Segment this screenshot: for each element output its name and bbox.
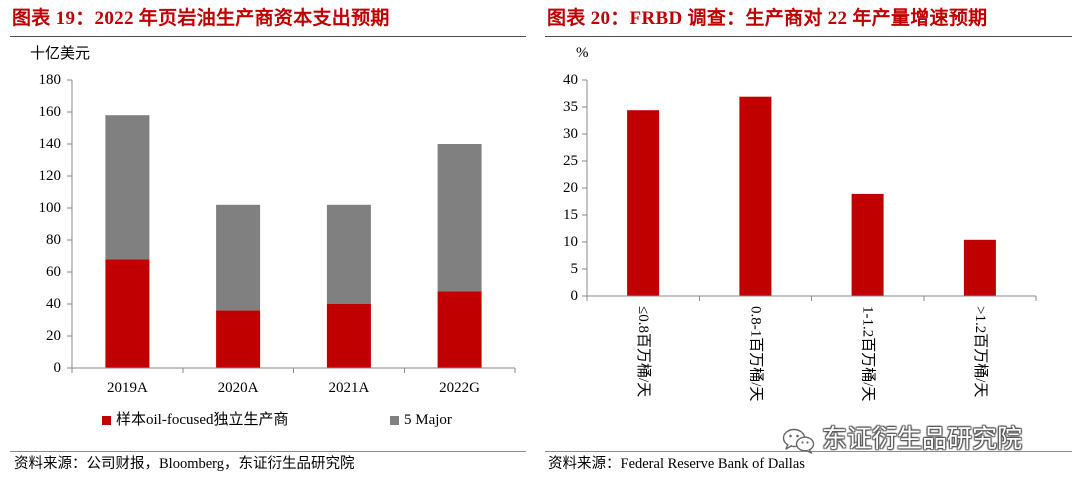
- y-tick-label: 120: [39, 168, 62, 184]
- y-tick-label: 25: [563, 153, 578, 169]
- left-source-rule: [10, 451, 526, 452]
- right-source-note: 资料来源：Federal Reserve Bank of Dallas: [548, 456, 805, 472]
- y-tick-label: 140: [39, 136, 62, 152]
- y-tick-label: 5: [571, 261, 579, 277]
- y-tick-label: 30: [563, 126, 578, 142]
- bar: [739, 96, 772, 296]
- production-growth-bar-chart: ≤0.8百万桶/天 0.8-1百万桶/天 1-1.2百万桶/天 >1.2百万桶/天 0 5…: [563, 72, 1037, 401]
- legend-swatch-5-major: [390, 416, 399, 425]
- stacked-bar-segment-series-2: [216, 204, 261, 311]
- x-tick-label: 0.8-1百万桶/天: [747, 306, 764, 401]
- left-source-note: 资料来源：公司财报，Bloomberg，东证衍生品研究院: [14, 456, 355, 472]
- stacked-bar-segment-series-1: [216, 310, 261, 368]
- legend-label-independent-producers: 样本oil-focused独立生产商: [116, 412, 289, 428]
- left-y-unit-label: 十亿美元: [30, 46, 91, 62]
- bar: [963, 239, 996, 296]
- x-tick-label: 2019A: [107, 380, 148, 396]
- y-tick-label: 160: [39, 104, 62, 120]
- x-tick-label: 2021A: [328, 380, 369, 396]
- wechat-icon: [782, 428, 815, 454]
- x-tick-label: 2020A: [218, 380, 259, 396]
- legend-swatch-independent-producers: [102, 416, 111, 425]
- y-tick-label: 35: [563, 99, 578, 115]
- x-tick-label: ≤0.8百万桶/天: [635, 306, 652, 397]
- y-tick-label: 80: [46, 232, 61, 248]
- stacked-bar-segment-series-2: [437, 144, 482, 292]
- bar: [627, 110, 660, 296]
- watermark: 东证衍生品研究院: [780, 424, 1050, 456]
- y-tick-label: 10: [563, 234, 578, 250]
- y-tick-label: 60: [46, 264, 61, 280]
- stacked-bar-segment-series-1: [105, 259, 150, 368]
- stacked-bar-segment-series-1: [437, 291, 482, 368]
- left-title-rule: [10, 36, 526, 37]
- watermark-text: 东证衍生品研究院: [822, 424, 1023, 453]
- stacked-bar-segment-series-2: [105, 115, 150, 260]
- stacked-bar-segment-series-1: [326, 304, 371, 368]
- x-tick-label: 2022G: [439, 380, 480, 396]
- y-tick-label: 40: [46, 296, 61, 312]
- y-tick-label: 20: [563, 180, 578, 196]
- left-chart-title: 图表 19：2022 年页岩油生产商资本支出预期: [12, 8, 390, 29]
- right-y-unit-label: %: [576, 45, 589, 61]
- y-tick-label: 180: [39, 72, 62, 88]
- bar: [851, 193, 884, 296]
- x-tick-label: >1.2百万桶/天: [972, 306, 989, 397]
- x-tick-label: 1-1.2百万桶/天: [860, 306, 877, 401]
- y-tick-label: 20: [46, 328, 61, 344]
- y-tick-label: 0: [571, 288, 579, 304]
- legend-label-5-major: 5 Major: [404, 412, 452, 428]
- right-chart-title: 图表 20：FRBD 调查：生产商对 22 年产量增速预期: [547, 8, 988, 29]
- stacked-bar-segment-series-2: [326, 204, 371, 304]
- y-tick-label: 15: [563, 207, 578, 223]
- y-tick-label: 100: [39, 200, 62, 216]
- right-title-rule: [545, 36, 1072, 37]
- y-tick-label: 0: [54, 360, 62, 376]
- capex-stacked-bar-chart: 2019A 2020A 2021A 2022G 0 20 40 60 80 100 120 140 16…: [39, 72, 516, 396]
- y-tick-label: 40: [563, 72, 578, 88]
